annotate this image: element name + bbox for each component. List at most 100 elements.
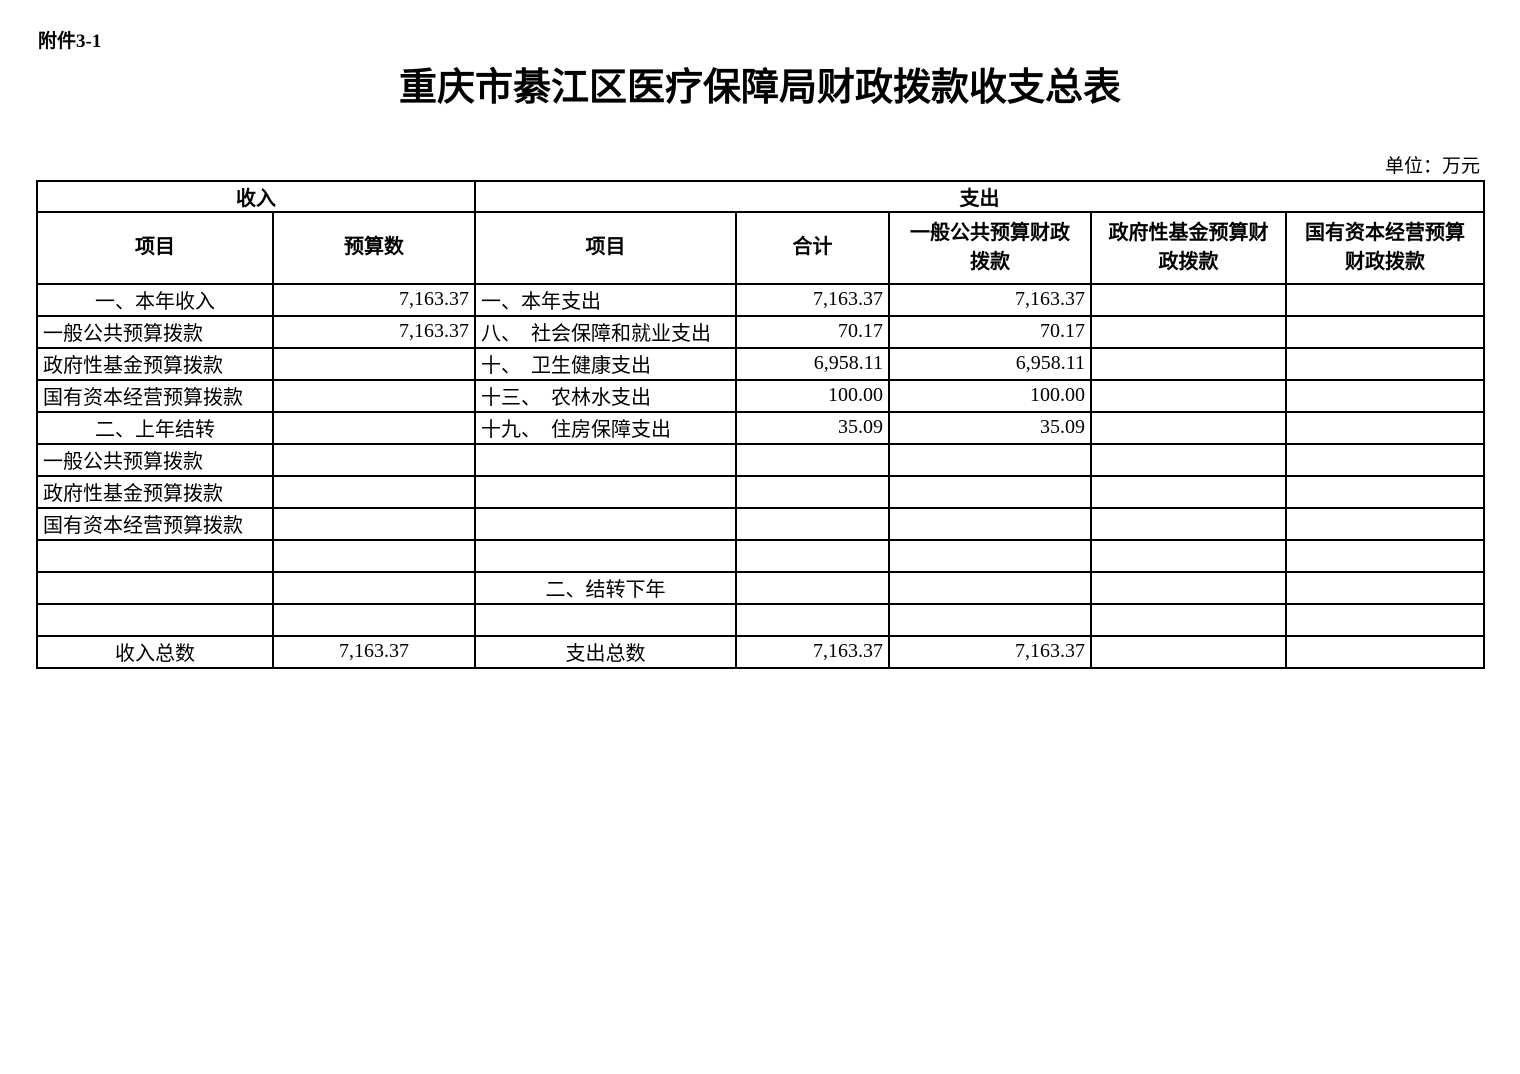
expense-total-cell: 7,163.37 <box>735 282 890 317</box>
state-capital-budget-cell <box>1284 442 1486 477</box>
income-budget-cell <box>272 346 476 381</box>
group-header-row: 收入 支出 <box>36 179 1486 213</box>
expense-item-cell: 十、 卫生健康支出 <box>474 346 737 381</box>
expense-total-label-cell: 支出总数 <box>474 634 737 669</box>
state-capital-budget-cell <box>1284 346 1486 381</box>
income-item-cell <box>36 602 274 637</box>
state-capital-budget-cell <box>1284 538 1486 573</box>
gov-fund-budget-cell <box>1090 602 1287 637</box>
unit-label: 单位：万元 <box>1384 155 1480 177</box>
col-header-expense-item: 项目 <box>474 210 737 285</box>
income-total-value-cell: 7,163.37 <box>272 634 476 669</box>
income-group-header: 收入 <box>36 179 476 213</box>
general-public-budget-cell: 7,163.37 <box>888 282 1092 317</box>
income-budget-cell: 7,163.37 <box>272 314 476 349</box>
income-item-cell <box>36 570 274 605</box>
expense-item-cell: 十九、 住房保障支出 <box>474 410 737 445</box>
income-item-cell: 国有资本经营预算拨款 <box>36 378 274 413</box>
budget-summary-table: 收入 支出 项目 预算数 项目 合计 一般公共预算财政 拨款 政府性基金预算财 … <box>36 179 1486 669</box>
general-public-budget-cell: 100.00 <box>888 378 1092 413</box>
state-capital-budget-cell <box>1284 474 1486 509</box>
expense-total-cell <box>735 570 890 605</box>
income-budget-cell: 7,163.37 <box>272 282 476 317</box>
col-header-total: 合计 <box>735 210 890 285</box>
income-budget-cell <box>272 570 476 605</box>
income-item-cell <box>36 538 274 573</box>
general-public-budget-cell <box>888 474 1092 509</box>
expense-item-cell: 一、本年支出 <box>474 282 737 317</box>
state-capital-budget-cell <box>1284 378 1486 413</box>
expense-total-cell: 100.00 <box>735 378 890 413</box>
table-row: 国有资本经营预算拨款 <box>36 506 1486 541</box>
expense-total-cell: 35.09 <box>735 410 890 445</box>
state-capital-budget-cell <box>1284 506 1486 541</box>
expense-item-cell <box>474 474 737 509</box>
general-public-budget-total-cell: 7,163.37 <box>888 634 1092 669</box>
gov-fund-budget-cell <box>1090 442 1287 477</box>
income-budget-cell <box>272 378 476 413</box>
income-total-label-cell: 收入总数 <box>36 634 274 669</box>
income-item-cell: 一、本年收入 <box>36 282 274 317</box>
expense-total-cell <box>735 602 890 637</box>
col-header-budget: 预算数 <box>272 210 476 285</box>
state-capital-budget-total-cell <box>1284 634 1486 669</box>
expense-total-value-cell: 7,163.37 <box>735 634 890 669</box>
general-public-budget-cell: 70.17 <box>888 314 1092 349</box>
table-row-totals: 收入总数 7,163.37 支出总数 7,163.37 7,163.37 <box>36 634 1486 669</box>
gov-fund-budget-cell <box>1090 570 1287 605</box>
page-title: 重庆市綦江区医疗保障局财政拨款收支总表 <box>398 67 1121 109</box>
expense-item-cell <box>474 538 737 573</box>
table-row: 一、本年收入 7,163.37 一、本年支出 7,163.37 7,163.37 <box>36 282 1486 317</box>
table-row <box>36 602 1486 637</box>
gov-fund-budget-cell <box>1090 314 1287 349</box>
expense-total-cell <box>735 538 890 573</box>
general-public-budget-cell <box>888 570 1092 605</box>
income-budget-cell <box>272 410 476 445</box>
gov-fund-budget-cell <box>1090 346 1287 381</box>
income-budget-cell <box>272 442 476 477</box>
expense-item-cell <box>474 602 737 637</box>
attachment-label: 附件3-1 <box>38 31 102 52</box>
expense-total-cell: 6,958.11 <box>735 346 890 381</box>
expense-item-cell: 十三、 农林水支出 <box>474 378 737 413</box>
general-public-budget-cell <box>888 602 1092 637</box>
general-public-budget-cell <box>888 538 1092 573</box>
table-row: 一般公共预算拨款 7,163.37 八、 社会保障和就业支出 70.17 70.… <box>36 314 1486 349</box>
income-item-cell: 政府性基金预算拨款 <box>36 474 274 509</box>
income-budget-cell <box>272 474 476 509</box>
income-budget-cell <box>272 506 476 541</box>
table-row <box>36 538 1486 573</box>
col-header-general-public-budget: 一般公共预算财政 拨款 <box>888 210 1092 285</box>
expenditure-group-header: 支出 <box>473 179 1486 213</box>
gov-fund-budget-total-cell <box>1090 634 1287 669</box>
general-public-budget-cell: 6,958.11 <box>888 346 1092 381</box>
expense-item-cell <box>474 442 737 477</box>
table-row: 一般公共预算拨款 <box>36 442 1486 477</box>
expense-item-cell: 八、 社会保障和就业支出 <box>474 314 737 349</box>
expense-total-cell: 70.17 <box>735 314 890 349</box>
col-header-income-item: 项目 <box>36 210 274 285</box>
table-row: 二、上年结转 十九、 住房保障支出 35.09 35.09 <box>36 410 1486 445</box>
gov-fund-budget-cell <box>1090 538 1287 573</box>
gov-fund-budget-cell <box>1090 506 1287 541</box>
gov-fund-budget-cell <box>1090 282 1287 317</box>
table-row: 二、结转下年 <box>36 570 1486 605</box>
expense-item-cell: 二、结转下年 <box>474 570 737 605</box>
state-capital-budget-cell <box>1284 602 1486 637</box>
general-public-budget-cell <box>888 442 1092 477</box>
gov-fund-budget-cell <box>1090 378 1287 413</box>
table-row: 政府性基金预算拨款 <box>36 474 1486 509</box>
general-public-budget-cell: 35.09 <box>888 410 1092 445</box>
gov-fund-budget-cell <box>1090 410 1287 445</box>
income-item-cell: 政府性基金预算拨款 <box>36 346 274 381</box>
table-row: 国有资本经营预算拨款 十三、 农林水支出 100.00 100.00 <box>36 378 1486 413</box>
income-item-cell: 一般公共预算拨款 <box>36 442 274 477</box>
expense-total-cell <box>735 506 890 541</box>
income-item-cell: 二、上年结转 <box>36 410 274 445</box>
expense-total-cell <box>735 474 890 509</box>
state-capital-budget-cell <box>1284 410 1486 445</box>
expense-total-cell <box>735 442 890 477</box>
expense-item-cell <box>474 506 737 541</box>
income-budget-cell <box>272 538 476 573</box>
income-item-cell: 一般公共预算拨款 <box>36 314 274 349</box>
